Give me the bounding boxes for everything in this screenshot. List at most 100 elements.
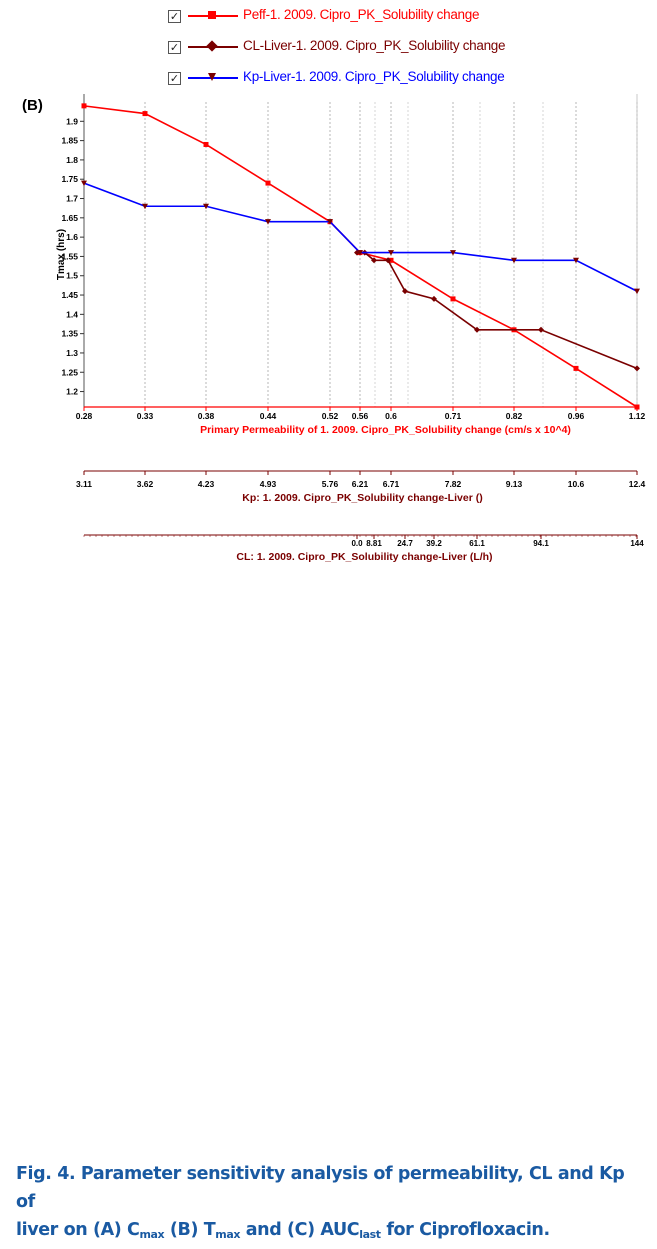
legend-checkbox[interactable]: ✓ [168,41,181,54]
caption-subscript: last [359,1228,381,1241]
data-point-kp-liver [511,257,517,264]
cl-tick-label: 24.7 [397,539,413,548]
x-axis-cl-title: CL: 1. 2009. Cipro_PK_Solubility change-… [236,551,492,563]
chart-legend: ✓ Peff-1. 2009. Cipro_PK_Solubility chan… [168,6,588,99]
x-tick-label: 1.12 [629,411,646,421]
y-tick-label: 1.4 [66,309,78,319]
y-tick-label: 1.65 [61,213,78,223]
kp-tick-label: 10.6 [568,479,585,489]
x-tick-label: 0.38 [198,411,215,421]
data-point-kp-liver [327,219,333,225]
cl-tick-label: 39.2 [426,539,442,548]
legend-triangle-marker [208,73,216,81]
x-tick-label: 0.71 [445,411,462,421]
data-point-cl-liver [474,326,480,333]
kp-tick-label: 3.11 [76,479,92,489]
data-point-cl-liver [402,288,408,295]
y-axis-label: Tmax (hrs) [56,229,67,280]
kp-tick-label: 5.76 [322,479,339,489]
panel-label: (B) [22,97,43,114]
x-tick-label: 0.28 [76,411,93,421]
caption-text: liver on (A) C [16,1220,140,1240]
data-point-kp-liver [388,250,394,256]
data-point-peff [81,103,87,109]
x-tick-label: 0.33 [137,411,154,421]
cl-tick-label: 0.0 [351,539,363,548]
y-tick-label: 1.7 [66,194,78,204]
caption-line-2: liver on (A) Cmax (B) Tmax and (C) AUCla… [16,1216,646,1249]
legend-label: Kp-Liver-1. 2009. Cipro_PK_Solubility ch… [243,69,505,84]
data-point-cl-liver [634,365,640,372]
legend-label: CL-Liver-1. 2009. Cipro_PK_Solubility ch… [243,38,506,53]
plot-area: 1.2 1.25 1.3 1.35 1.4 1.45 1.5 1.55 1.6 1.65 1.7 1.… [56,94,646,563]
x-tick-label: 0.44 [260,411,277,421]
y-tick-label: 1.75 [61,174,78,184]
y-tick-label: 1.8 [66,155,78,165]
series-line-peff [83,105,638,408]
kp-tick-label: 4.23 [198,479,215,489]
x-tick-label: 0.82 [506,411,523,421]
data-point-peff [634,404,640,410]
legend-square-marker [208,11,216,19]
y-tick-label: 1.9 [66,116,78,126]
legend-checkbox[interactable]: ✓ [168,10,181,23]
caption-subscript: max [139,1228,165,1241]
y-tick-label: 1.55 [61,251,78,261]
data-point-peff [203,141,209,147]
series-line-kp-liver [83,182,638,292]
x-axis-primary-title: Primary Permeability of 1. 2009. Cipro_P… [200,424,571,436]
data-point-cl-liver [371,257,377,264]
figure-caption: Fig. 4. Parameter sensitivity analysis o… [16,1160,646,1249]
y-tick-label: 1.45 [61,290,78,300]
caption-text: for Ciprofloxacin. [380,1220,550,1240]
x-tick-label: 0.96 [568,411,585,421]
data-point-kp-liver [142,203,148,210]
data-point-peff [450,296,456,302]
y-tick-label: 1.35 [61,329,78,339]
legend-item-peff[interactable]: ✓ Peff-1. 2009. Cipro_PK_Solubility chan… [168,6,588,37]
data-point-cl-liver [431,295,437,302]
data-point-peff [265,180,271,186]
x-axis-kp-title: Kp: 1. 2009. Cipro_PK_Solubility change-… [242,492,482,504]
caption-text: (B) T [164,1220,216,1240]
kp-tick-label: 6.21 [352,479,369,489]
data-point-kp-liver [450,250,456,256]
data-point-kp-liver [203,203,209,210]
data-point-cl-liver [385,257,392,264]
data-point-kp-liver [573,257,579,264]
cl-tick-label: 61.1 [469,539,485,548]
data-point-cl-liver [538,326,544,333]
data-point-kp-liver [634,288,640,295]
x-tick-label: 0.56 [352,411,369,421]
kp-tick-label: 4.93 [260,479,277,489]
cl-tick-label: 144 [630,539,644,548]
legend-item-cl-liver[interactable]: ✓ CL-Liver-1. 2009. Cipro_PK_Solubility … [168,37,588,68]
y-tick-label: 1.2 [66,387,78,397]
caption-text: and (C) AUC [240,1220,360,1240]
cl-tick-label: 8.81 [366,539,382,548]
data-point-peff [142,111,148,117]
x-tick-label: 0.6 [385,411,397,421]
y-tick-label: 1.6 [66,232,78,242]
data-point-peff [573,365,579,371]
cl-tick-label: 94.1 [533,539,549,548]
data-point-kp-liver [357,250,363,256]
data-point-kp-liver [265,219,271,225]
kp-tick-label: 7.82 [445,479,462,489]
y-tick-label: 1.5 [66,271,78,281]
kp-tick-label: 9.13 [506,479,523,489]
y-tick-label: 1.3 [66,348,78,358]
data-point-kp-liver [81,180,87,187]
legend-item-kp-liver[interactable]: ✓ Kp-Liver-1. 2009. Cipro_PK_Solubility … [168,68,588,99]
x-tick-label: 0.52 [322,411,339,421]
kp-tick-label: 12.4 [629,479,646,489]
caption-line-1: Fig. 4. Parameter sensitivity analysis o… [16,1164,625,1212]
kp-tick-label: 6.71 [383,479,400,489]
legend-label: Peff-1. 2009. Cipro_PK_Solubility change [243,7,480,22]
caption-subscript: max [215,1228,241,1241]
y-tick-label: 1.85 [61,136,78,146]
kp-tick-label: 3.62 [137,479,154,489]
legend-checkbox[interactable]: ✓ [168,72,181,85]
y-tick-label: 1.25 [61,367,78,377]
